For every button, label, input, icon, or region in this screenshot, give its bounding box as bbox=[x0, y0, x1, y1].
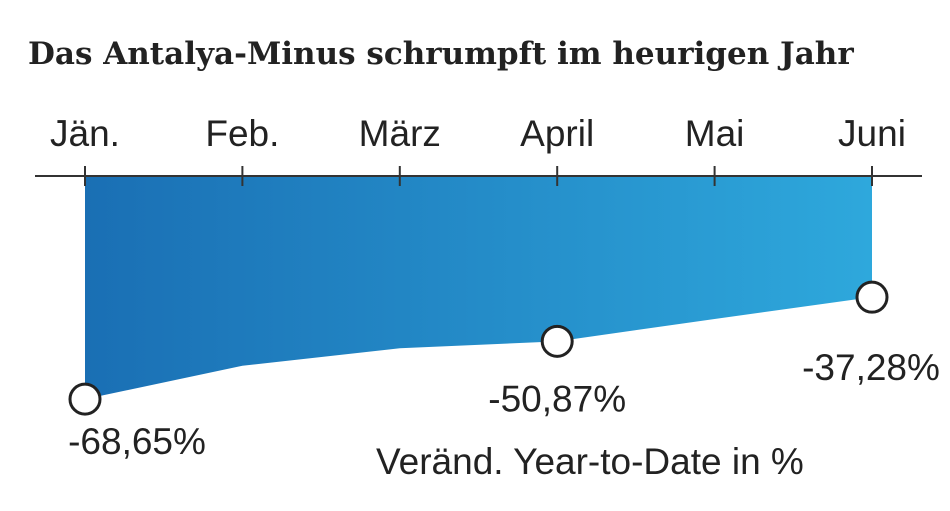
data-point-marker bbox=[855, 280, 889, 314]
x-tick-label: April bbox=[520, 113, 594, 154]
x-tick-label: Juni bbox=[838, 113, 906, 154]
data-label: -50,87% bbox=[488, 378, 626, 419]
chart-title: Das Antalya-Minus schrumpft im heurigen … bbox=[28, 36, 854, 72]
x-tick-label: März bbox=[359, 113, 441, 154]
x-tick-label: Jän. bbox=[50, 113, 120, 154]
chart-note: Veränd. Year-to-Date in % bbox=[376, 441, 804, 482]
data-point-marker bbox=[540, 324, 574, 358]
data-point-marker bbox=[68, 382, 102, 416]
x-tick-label: Feb. bbox=[205, 113, 279, 154]
data-label: -68,65% bbox=[68, 421, 206, 462]
data-label: -37,28% bbox=[802, 347, 940, 388]
x-tick-label: Mai bbox=[685, 113, 745, 154]
area-series bbox=[85, 176, 872, 400]
